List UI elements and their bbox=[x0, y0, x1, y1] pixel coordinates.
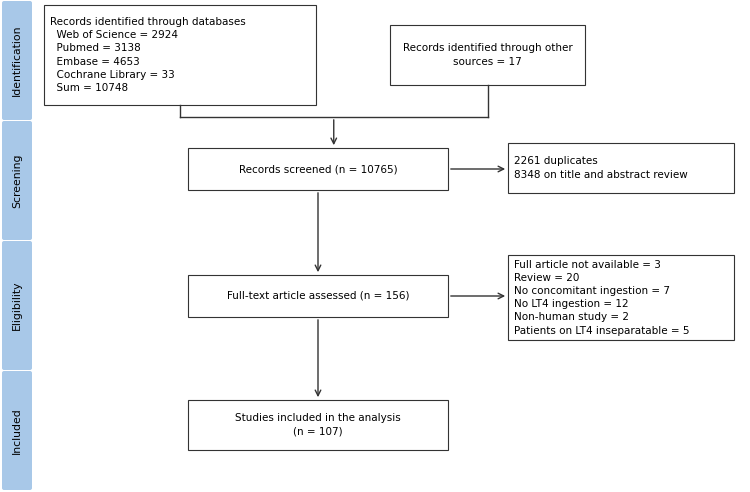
FancyBboxPatch shape bbox=[188, 275, 448, 317]
FancyBboxPatch shape bbox=[508, 143, 734, 193]
FancyBboxPatch shape bbox=[2, 371, 32, 490]
Text: 2261 duplicates
8348 on title and abstract review: 2261 duplicates 8348 on title and abstra… bbox=[514, 156, 688, 180]
FancyBboxPatch shape bbox=[188, 148, 448, 190]
Text: Full-text article assessed (n = 156): Full-text article assessed (n = 156) bbox=[226, 291, 410, 301]
Text: Full article not available = 3
Review = 20
No concomitant ingestion = 7
No LT4 i: Full article not available = 3 Review = … bbox=[514, 259, 689, 336]
Text: Studies included in the analysis
(n = 107): Studies included in the analysis (n = 10… bbox=[236, 413, 400, 436]
Text: Screening: Screening bbox=[12, 153, 22, 208]
Text: Eligibility: Eligibility bbox=[12, 281, 22, 330]
Text: Records identified through other
sources = 17: Records identified through other sources… bbox=[403, 43, 572, 66]
FancyBboxPatch shape bbox=[188, 400, 448, 450]
Text: Identification: Identification bbox=[12, 25, 22, 96]
FancyBboxPatch shape bbox=[390, 25, 585, 85]
Text: Records screened (n = 10765): Records screened (n = 10765) bbox=[238, 164, 398, 174]
Text: Included: Included bbox=[12, 407, 22, 454]
FancyBboxPatch shape bbox=[508, 255, 734, 340]
FancyBboxPatch shape bbox=[44, 5, 316, 105]
FancyBboxPatch shape bbox=[2, 241, 32, 370]
FancyBboxPatch shape bbox=[2, 1, 32, 120]
FancyBboxPatch shape bbox=[2, 121, 32, 240]
Text: Records identified through databases
  Web of Science = 2924
  Pubmed = 3138
  E: Records identified through databases Web… bbox=[50, 17, 246, 93]
